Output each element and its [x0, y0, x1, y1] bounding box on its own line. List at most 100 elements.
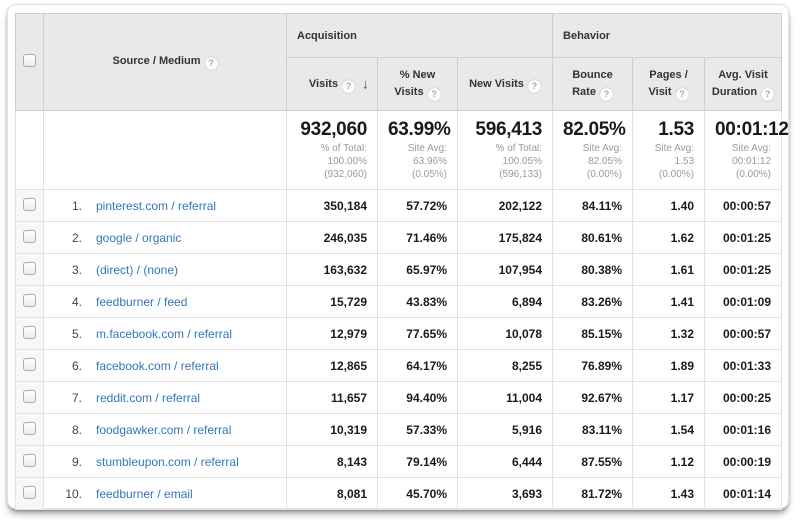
new-visits-value: 5,916	[456, 413, 554, 446]
column-header-row: Visits? ↓ % New Visits? New Visits? Boun…	[16, 57, 783, 111]
source-medium-link[interactable]: feedburner / feed	[96, 294, 188, 309]
row-rank: 4.	[71, 294, 82, 309]
bounce-rate-value: 84.11%	[552, 189, 634, 222]
help-icon[interactable]: ?	[599, 88, 613, 101]
summary-visits: 932,060 % of Total: 100.00% (932,060)	[286, 110, 378, 190]
report-frame: Source / Medium? Acquisition Behavior Vi…	[7, 4, 789, 510]
row-rank: 1.	[71, 198, 82, 213]
avg-visit-duration-value: 00:01:33	[704, 349, 783, 382]
pct-new-visits-value: 45.70%	[377, 477, 458, 510]
help-icon[interactable]: ?	[527, 79, 541, 93]
column-header-new-visits[interactable]: New Visits?	[456, 57, 554, 111]
new-visits-value: 3,693	[456, 477, 554, 510]
pct-new-visits-value: 57.72%	[377, 189, 458, 222]
source-medium-link[interactable]: google / organic	[96, 230, 182, 245]
pct-new-visits-value: 64.17%	[377, 349, 458, 382]
bounce-rate-value: 83.26%	[552, 285, 634, 318]
new-visits-value: 175,824	[456, 221, 554, 254]
pages-visit-value: 1.89	[632, 349, 706, 382]
source-medium-cell: 5. m.facebook.com / referral	[43, 317, 287, 350]
row-rank: 2.	[71, 230, 82, 245]
visits-value: 11,657	[286, 381, 378, 414]
visits-value: 8,081	[286, 477, 378, 510]
help-icon[interactable]: ?	[204, 56, 218, 70]
summary-checkbox-cell	[15, 110, 44, 190]
row-checkbox[interactable]	[23, 389, 36, 403]
column-header-bounce-rate[interactable]: Bounce Rate?	[552, 57, 634, 111]
source-medium-cell: 7. reddit.com / referral	[43, 381, 287, 414]
row-checkbox[interactable]	[23, 325, 36, 339]
bounce-rate-total-sub: Site Avg: 82.05% (0.00%)	[582, 143, 623, 180]
row-checkbox-cell	[15, 317, 44, 350]
sort-descending-icon[interactable]: ↓	[362, 75, 369, 92]
pct-new-visits-total: 63.99%	[388, 119, 451, 140]
bounce-rate-value: 92.67%	[552, 381, 634, 414]
summary-pct-new-visits: 63.99% Site Avg: 63.96% (0.05%)	[377, 110, 458, 190]
avg-visit-duration-value: 00:00:25	[704, 381, 783, 414]
source-medium-link[interactable]: (direct) / (none)	[96, 262, 179, 277]
table-row: 3. (direct) / (none) 163,632 65.97% 107,9…	[15, 253, 783, 286]
bounce-rate-total: 82.05%	[563, 119, 626, 140]
source-medium-cell: 4. feedburner / feed	[43, 285, 287, 318]
source-medium-cell: 3. (direct) / (none)	[43, 253, 287, 286]
pages-visit-value: 1.61	[632, 253, 706, 286]
new-visits-total-sub: % of Total: 100.05% (596,133)	[495, 143, 543, 180]
avg-visit-duration-label: Avg. Visit Duration	[711, 69, 768, 98]
source-medium-cell: 2. google / organic	[43, 221, 287, 254]
table-row: 2. google / organic 246,035 71.46% 175,82…	[15, 221, 783, 254]
help-icon[interactable]: ?	[675, 88, 689, 101]
source-medium-link[interactable]: m.facebook.com / referral	[96, 326, 233, 341]
pages-visit-total-sub: Site Avg: 1.53 (0.00%)	[654, 143, 695, 180]
row-checkbox[interactable]	[23, 421, 36, 435]
visits-value: 163,632	[286, 253, 378, 286]
source-medium-link[interactable]: pinterest.com / referral	[96, 198, 217, 213]
help-icon[interactable]: ?	[761, 88, 775, 101]
row-checkbox[interactable]	[23, 293, 36, 307]
source-medium-link[interactable]: stumbleupon.com / referral	[96, 454, 239, 469]
help-icon[interactable]: ?	[427, 88, 441, 101]
visits-value: 15,729	[286, 285, 378, 318]
row-checkbox[interactable]	[23, 357, 36, 371]
source-medium-cell: 6. facebook.com / referral	[43, 349, 287, 382]
column-header-avg-visit-duration[interactable]: Avg. Visit Duration?	[704, 57, 783, 111]
help-icon[interactable]: ?	[342, 79, 356, 93]
column-header-pct-new-visits[interactable]: % New Visits?	[377, 57, 458, 111]
visits-label: Visits	[308, 77, 339, 90]
avg-visit-duration-value: 00:01:25	[704, 221, 783, 254]
new-visits-value: 8,255	[456, 349, 554, 382]
row-rank: 6.	[71, 358, 82, 373]
avg-visit-duration-value: 00:00:19	[704, 445, 783, 478]
row-checkbox-cell	[15, 445, 44, 478]
source-medium-link[interactable]: foodgawker.com / referral	[96, 422, 232, 437]
row-checkbox[interactable]	[23, 485, 36, 499]
pct-new-visits-value: 94.40%	[377, 381, 458, 414]
column-header-visits[interactable]: Visits? ↓	[286, 57, 378, 111]
pct-new-visits-value: 71.46%	[377, 221, 458, 254]
group-header-acquisition: Acquisition	[285, 13, 554, 58]
column-header-source-medium[interactable]: Source / Medium?	[43, 13, 287, 111]
row-checkbox[interactable]	[23, 453, 36, 467]
row-checkbox-cell	[15, 285, 44, 318]
avg-visit-duration-value: 00:01:14	[704, 477, 783, 510]
pages-visit-value: 1.40	[632, 189, 706, 222]
source-medium-cell: 1. pinterest.com / referral	[43, 189, 287, 222]
row-checkbox[interactable]	[23, 229, 36, 243]
pages-visit-value: 1.12	[632, 445, 706, 478]
row-checkbox-cell	[15, 349, 44, 382]
row-checkbox[interactable]	[23, 261, 36, 275]
pct-new-visits-value: 79.14%	[377, 445, 458, 478]
acquisition-group-label: Acquisition	[297, 29, 357, 42]
row-rank: 9.	[71, 454, 82, 469]
table-row: 1. pinterest.com / referral 350,184 57.72…	[15, 189, 783, 222]
bounce-rate-value: 85.15%	[552, 317, 634, 350]
avg-visit-duration-value: 00:01:16	[704, 413, 783, 446]
row-checkbox-cell	[15, 221, 44, 254]
row-checkbox[interactable]	[23, 197, 36, 211]
source-medium-link[interactable]: feedburner / email	[96, 486, 193, 501]
source-medium-link[interactable]: reddit.com / referral	[96, 390, 201, 405]
avg-visit-duration-total: 00:01:12	[715, 119, 789, 140]
bounce-rate-value: 80.61%	[552, 221, 634, 254]
column-header-pages-visit[interactable]: Pages / Visit?	[632, 57, 706, 111]
source-medium-link[interactable]: facebook.com / referral	[96, 358, 219, 373]
select-all-checkbox[interactable]	[23, 54, 36, 67]
